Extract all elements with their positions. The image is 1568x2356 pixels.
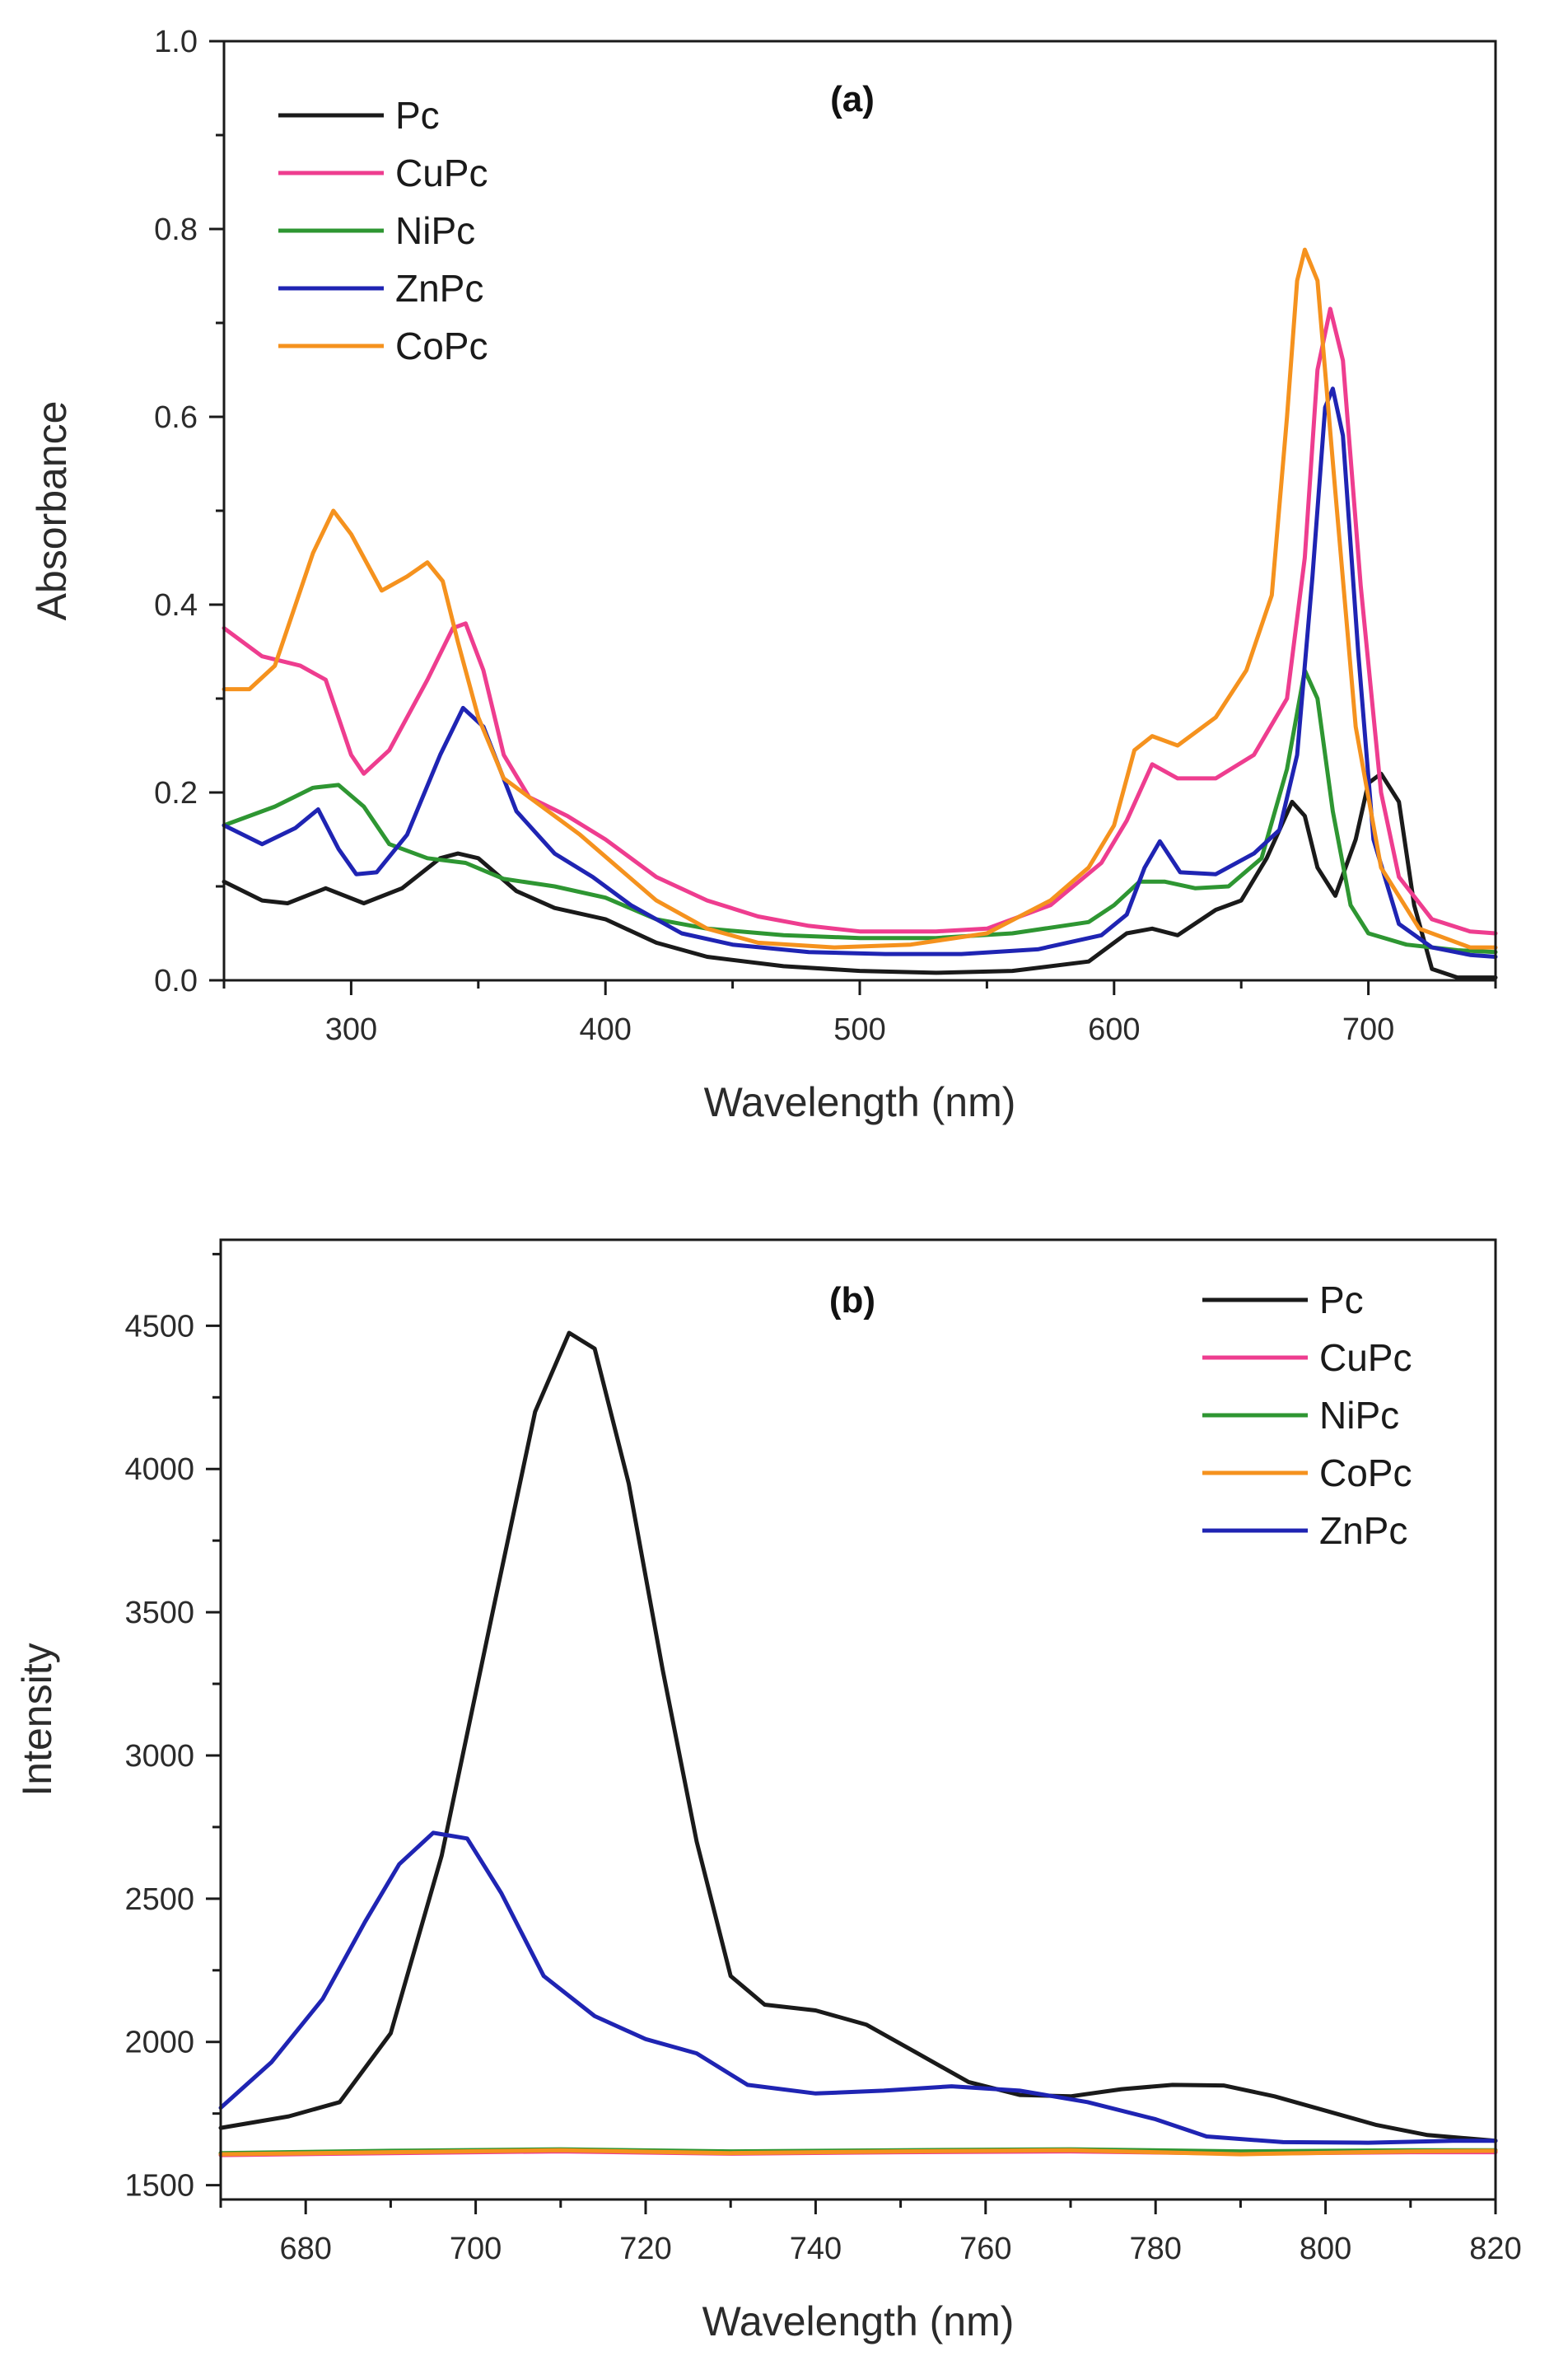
y-tick-label: 0.2 — [154, 776, 198, 811]
series-line-pc — [218, 1330, 1498, 2143]
legend: Pc CuPc NiPc CoPc ZnPc — [1202, 1279, 1412, 1552]
panel-label: (a) — [830, 79, 875, 119]
x-tick-label: 820 — [1469, 2232, 1521, 2266]
legend-entry-nipc: NiPc — [1319, 1394, 1399, 1437]
x-tick-label: 760 — [959, 2232, 1011, 2266]
y-tick-label: 2000 — [124, 2026, 194, 2060]
x-tick-label: 700 — [1342, 1012, 1394, 1047]
legend-entry-copc: CoPc — [1319, 1451, 1412, 1494]
x-tick-label: 800 — [1300, 2232, 1351, 2266]
y-tick-label: 1.0 — [154, 25, 198, 59]
y-tick-label: 0.6 — [154, 400, 198, 435]
x-tick-label: 740 — [790, 2232, 842, 2266]
series-line-nipc — [222, 668, 1498, 955]
legend: Pc CuPc NiPc ZnPc CoPc — [278, 94, 488, 367]
legend-entry-copc: CoPc — [395, 325, 488, 367]
x-tick-label: 720 — [619, 2232, 671, 2266]
panel-label: (b) — [829, 1280, 875, 1321]
y-tick-label: 0.0 — [154, 964, 198, 998]
y-tick-label: 4000 — [124, 1452, 194, 1487]
y-tick-label: 0.4 — [154, 588, 198, 623]
series-line-copc — [218, 2148, 1498, 2157]
y-axis-title: Absorbance — [29, 401, 75, 621]
x-tick-label: 700 — [450, 2232, 502, 2266]
legend-entry-znpc: ZnPc — [1319, 1509, 1407, 1552]
legend-entry-pc: Pc — [395, 94, 440, 137]
series-line-cupc — [222, 306, 1498, 936]
legend-entry-cupc: CuPc — [395, 152, 488, 194]
x-tick-label: 500 — [833, 1012, 885, 1047]
y-tick-label: 3000 — [124, 1739, 194, 1774]
y-axis-title: Intensity — [14, 1643, 60, 1796]
absorbance-chart: 300 400 500 600 700 0.0 0.2 0.4 0.6 0.8 1.0 Wavelen… — [29, 25, 1498, 1125]
x-axis-title: Wavelength (nm) — [704, 1079, 1016, 1125]
series-line-znpc — [218, 1830, 1498, 2145]
series-line-znpc — [222, 386, 1498, 959]
intensity-chart: 680 700 720 740 760 780 800 820 1500 2000 2500 3000… — [14, 1238, 1522, 2344]
legend-entry-nipc: NiPc — [395, 209, 475, 252]
x-tick-label: 680 — [279, 2232, 331, 2266]
y-tick-label: 2500 — [124, 1882, 194, 1917]
y-tick-label: 0.8 — [154, 213, 198, 247]
legend-entry-cupc: CuPc — [1319, 1336, 1412, 1379]
y-tick-label: 4500 — [124, 1309, 194, 1344]
x-tick-label: 400 — [579, 1012, 631, 1047]
series-line-copc — [222, 247, 1498, 950]
plot-frame — [219, 1238, 1497, 2201]
legend-entry-znpc: ZnPc — [395, 267, 483, 310]
x-tick-label: 780 — [1129, 2232, 1181, 2266]
legend-entry-pc: Pc — [1319, 1279, 1364, 1321]
y-tick-label: 3500 — [124, 1596, 194, 1630]
x-tick-label: 300 — [325, 1012, 377, 1047]
y-tick-label: 1500 — [124, 2169, 194, 2204]
x-axis-title: Wavelength (nm) — [702, 2298, 1015, 2344]
x-tick-label: 600 — [1088, 1012, 1140, 1047]
